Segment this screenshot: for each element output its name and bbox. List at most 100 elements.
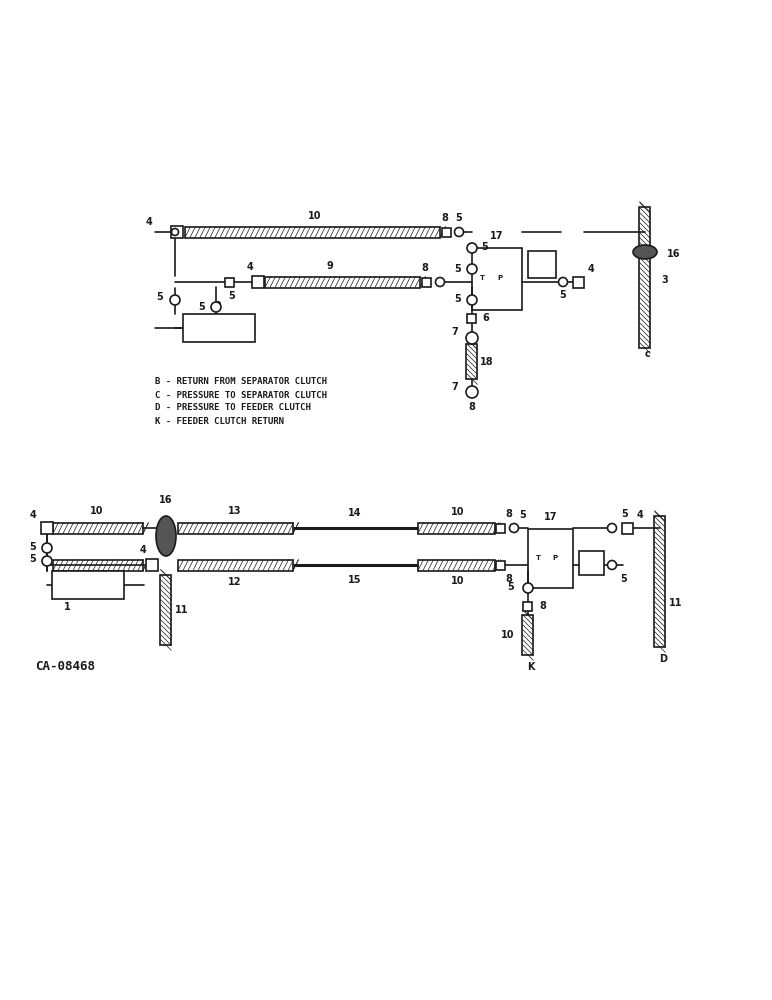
Circle shape bbox=[211, 302, 221, 312]
Text: 7: 7 bbox=[452, 327, 459, 337]
Text: 10: 10 bbox=[452, 576, 465, 586]
Circle shape bbox=[467, 243, 477, 253]
Text: 17: 17 bbox=[490, 231, 504, 241]
Text: C - PRESSURE TO SEPARATOR CLUTCH: C - PRESSURE TO SEPARATOR CLUTCH bbox=[155, 390, 327, 399]
Bar bbox=[171, 226, 183, 238]
Text: 5: 5 bbox=[455, 294, 462, 304]
Text: 7: 7 bbox=[452, 382, 459, 392]
Text: c: c bbox=[645, 349, 651, 359]
Circle shape bbox=[558, 277, 567, 286]
Text: 4: 4 bbox=[246, 262, 253, 272]
Text: 11: 11 bbox=[175, 605, 188, 615]
Text: 10: 10 bbox=[452, 507, 465, 517]
Bar bbox=[496, 560, 506, 570]
Circle shape bbox=[42, 556, 52, 566]
Bar bbox=[523, 601, 533, 610]
Circle shape bbox=[171, 229, 178, 235]
Bar bbox=[574, 276, 584, 288]
Circle shape bbox=[467, 264, 477, 274]
Text: 5: 5 bbox=[157, 292, 164, 302]
Bar bbox=[622, 522, 634, 534]
Text: 16: 16 bbox=[667, 249, 680, 259]
Bar bbox=[468, 314, 476, 322]
Text: 12: 12 bbox=[229, 577, 242, 587]
Bar bbox=[52, 571, 124, 599]
Circle shape bbox=[435, 277, 445, 286]
Text: P: P bbox=[497, 275, 503, 281]
Text: 10: 10 bbox=[90, 506, 103, 516]
Circle shape bbox=[510, 524, 519, 532]
Text: T: T bbox=[479, 275, 485, 281]
Ellipse shape bbox=[633, 245, 657, 259]
Text: 4: 4 bbox=[637, 510, 643, 520]
Text: 18: 18 bbox=[480, 357, 494, 367]
Text: 9: 9 bbox=[327, 261, 334, 271]
Text: D: D bbox=[659, 654, 667, 664]
Text: 4: 4 bbox=[29, 510, 36, 520]
Bar bbox=[41, 522, 53, 534]
Text: 4: 4 bbox=[146, 217, 152, 227]
Text: B - RETURN FROM SEPARATOR CLUTCH: B - RETURN FROM SEPARATOR CLUTCH bbox=[155, 377, 327, 386]
Bar bbox=[579, 551, 604, 575]
Text: 13: 13 bbox=[229, 506, 242, 516]
Text: 5: 5 bbox=[455, 264, 462, 274]
Circle shape bbox=[466, 332, 478, 344]
Bar bbox=[252, 276, 264, 288]
Text: 5: 5 bbox=[520, 510, 527, 520]
Text: 15: 15 bbox=[348, 575, 362, 585]
Text: 5: 5 bbox=[560, 290, 567, 300]
Text: 5: 5 bbox=[621, 509, 628, 519]
Text: 8: 8 bbox=[422, 263, 428, 273]
Bar bbox=[53, 560, 143, 570]
Text: P: P bbox=[553, 555, 557, 561]
Bar bbox=[185, 227, 440, 237]
Bar bbox=[418, 560, 495, 570]
Bar bbox=[523, 615, 533, 655]
Text: 5: 5 bbox=[508, 582, 514, 592]
Text: 11: 11 bbox=[669, 598, 682, 608]
Text: 1: 1 bbox=[63, 602, 70, 612]
Text: 17: 17 bbox=[543, 512, 557, 522]
Text: 6: 6 bbox=[482, 313, 489, 323]
Text: 5: 5 bbox=[29, 554, 36, 564]
Bar bbox=[655, 516, 665, 647]
Bar bbox=[183, 314, 255, 342]
Text: 4: 4 bbox=[587, 264, 594, 274]
Text: 4: 4 bbox=[140, 545, 147, 555]
Text: K: K bbox=[527, 662, 535, 672]
Bar bbox=[161, 575, 171, 645]
Bar bbox=[178, 560, 293, 570]
Text: 5: 5 bbox=[455, 213, 462, 223]
Text: 5: 5 bbox=[621, 574, 628, 584]
Text: 8: 8 bbox=[506, 574, 513, 584]
Circle shape bbox=[170, 295, 180, 305]
Bar bbox=[265, 276, 420, 288]
Text: 5: 5 bbox=[29, 542, 36, 552]
Bar bbox=[422, 277, 432, 286]
Bar bbox=[466, 344, 478, 379]
Bar bbox=[53, 522, 143, 534]
Bar bbox=[442, 228, 452, 236]
Circle shape bbox=[608, 524, 617, 532]
Bar bbox=[639, 207, 651, 348]
Circle shape bbox=[42, 543, 52, 553]
Text: 14: 14 bbox=[348, 508, 362, 518]
Bar bbox=[146, 559, 158, 571]
Bar bbox=[225, 277, 235, 286]
Text: 10: 10 bbox=[308, 211, 322, 221]
Text: K - FEEDER CLUTCH RETURN: K - FEEDER CLUTCH RETURN bbox=[155, 416, 284, 426]
Text: 5: 5 bbox=[482, 242, 489, 252]
Text: 2: 2 bbox=[215, 301, 222, 311]
Text: 16: 16 bbox=[159, 495, 173, 505]
Bar bbox=[178, 522, 293, 534]
Text: CA-08468: CA-08468 bbox=[35, 660, 95, 674]
Text: 8: 8 bbox=[442, 213, 449, 223]
Bar bbox=[528, 251, 556, 278]
Circle shape bbox=[608, 560, 617, 570]
Bar bbox=[496, 524, 506, 532]
Circle shape bbox=[455, 228, 463, 236]
Bar bbox=[528, 529, 573, 588]
Text: 5: 5 bbox=[198, 302, 205, 312]
Bar bbox=[418, 522, 495, 534]
Text: 5: 5 bbox=[229, 291, 235, 301]
